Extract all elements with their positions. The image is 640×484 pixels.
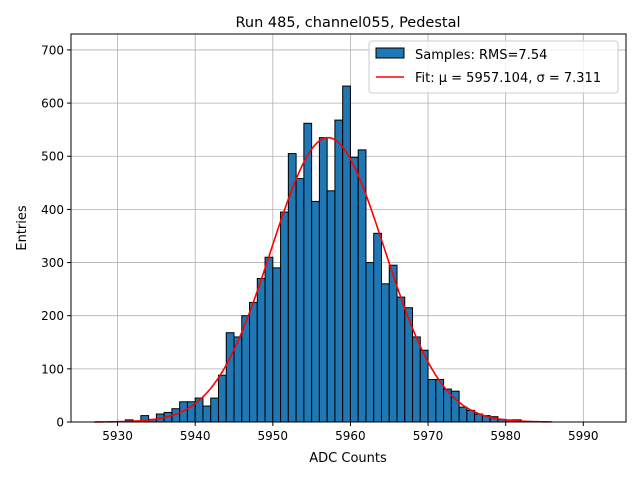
histogram-bar <box>396 296 406 423</box>
histogram-bar <box>427 378 437 423</box>
histogram-bar <box>334 119 344 423</box>
y-axis-label: Entries <box>15 205 30 251</box>
x-tick-label: 5980 <box>490 429 521 443</box>
histogram-bar <box>342 85 351 423</box>
histogram-bar <box>256 277 266 423</box>
legend-fit-label: Fit: μ = 5957.104, σ = 7.311 <box>415 71 601 86</box>
histogram-bar <box>210 397 219 423</box>
legend-histogram-label: Samples: RMS=7.54 <box>415 48 547 63</box>
histogram-bar <box>217 374 227 423</box>
histogram-bar <box>264 256 274 423</box>
y-tick-label: 0 <box>56 416 64 430</box>
histogram-bar <box>365 262 375 423</box>
y-tick-label: 400 <box>41 203 64 217</box>
x-tick-label: 5960 <box>335 429 366 443</box>
y-tick-label: 600 <box>41 97 64 111</box>
x-axis-ticks: 5930 5940 5950 5960 5970 5980 5990 <box>102 422 599 443</box>
histogram-bar <box>295 178 305 423</box>
histogram-bars <box>117 85 538 423</box>
y-tick-label: 700 <box>41 43 64 57</box>
histogram-bar <box>412 336 421 423</box>
y-tick-label: 200 <box>41 309 64 323</box>
y-tick-label: 500 <box>41 150 64 164</box>
histogram-bar <box>249 301 258 423</box>
histogram-bar <box>225 332 235 423</box>
histogram-bar <box>280 211 289 423</box>
plot-frame <box>70 33 627 423</box>
x-axis-label: ADC Counts <box>309 451 387 466</box>
y-axis-ticks: 0 100 200 300 400 500 600 700 <box>41 43 71 430</box>
fit-curve <box>94 136 553 423</box>
histogram-bar <box>373 232 382 423</box>
x-tick-label: 5990 <box>568 429 599 443</box>
x-tick-label: 5940 <box>180 429 211 443</box>
legend-box <box>368 40 619 94</box>
histogram-bar <box>318 137 328 423</box>
histogram-bar <box>458 406 468 423</box>
legend: Samples: RMS=7.54 Fit: μ = 5957.104, σ =… <box>368 40 619 94</box>
histogram-bar <box>241 315 251 423</box>
histogram-bar <box>202 405 212 423</box>
histogram-bar <box>380 283 390 423</box>
x-tick-label: 5970 <box>413 429 444 443</box>
x-tick-label: 5930 <box>102 429 133 443</box>
x-tick-label: 5950 <box>258 429 289 443</box>
histogram-bar <box>233 336 243 423</box>
chart-title: Run 485, channel055, Pedestal <box>235 15 460 31</box>
histogram-bar <box>349 156 359 423</box>
legend-histogram-swatch <box>375 47 405 59</box>
histogram-bar <box>326 190 336 423</box>
histogram-bar <box>272 267 282 423</box>
histogram-bar <box>303 122 313 423</box>
y-tick-label: 300 <box>41 256 64 270</box>
y-tick-label: 100 <box>41 362 64 376</box>
histogram-bar <box>388 264 398 423</box>
histogram-bar <box>311 200 320 423</box>
